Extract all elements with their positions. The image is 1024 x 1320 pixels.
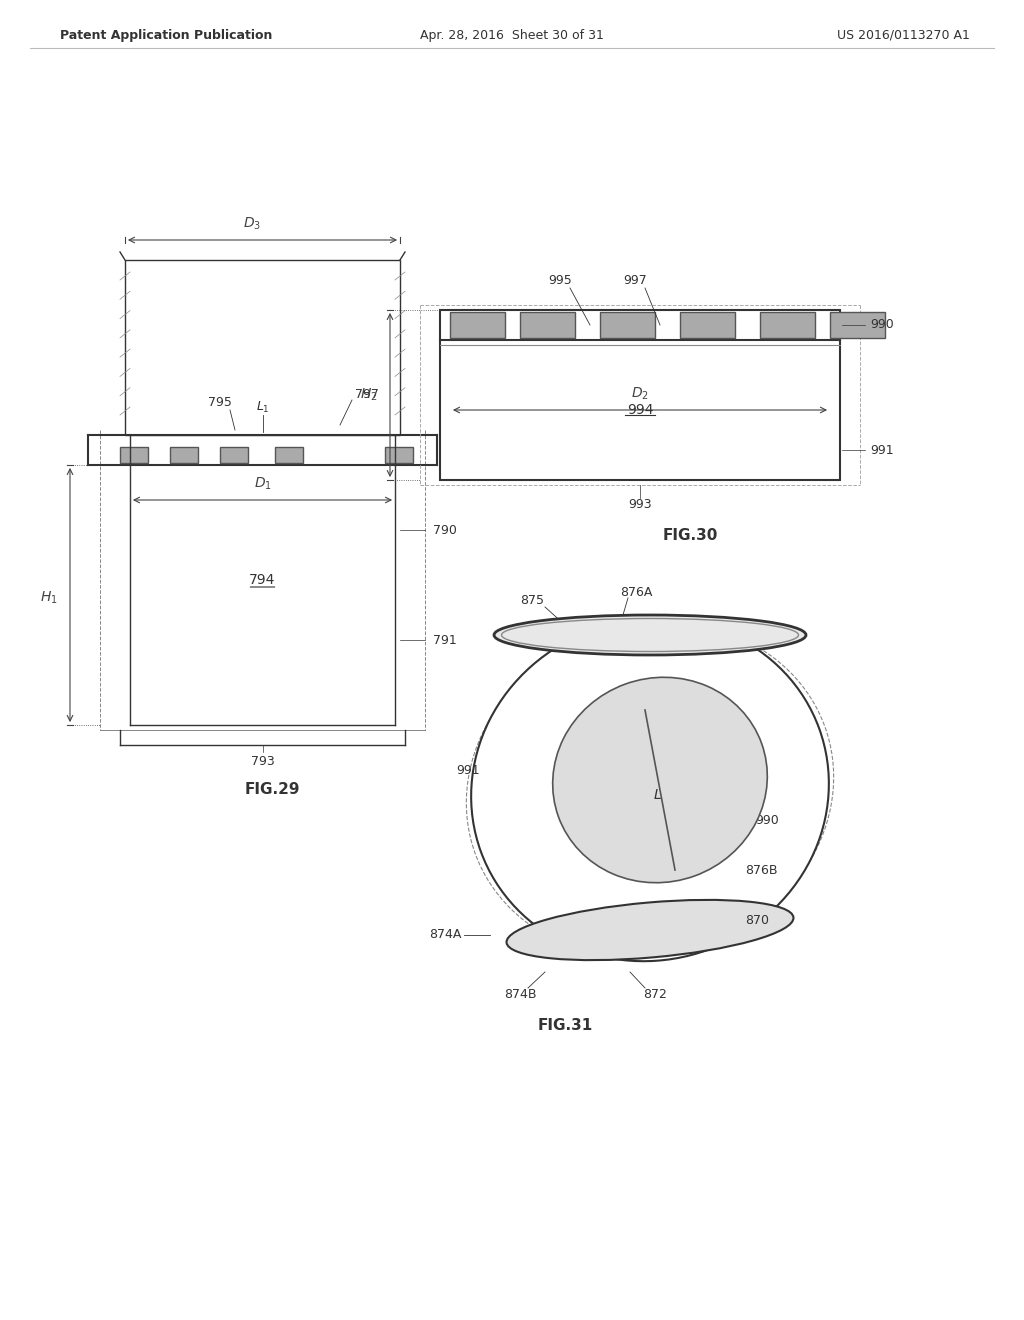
Ellipse shape [471, 619, 828, 961]
Text: 877: 877 [756, 628, 780, 642]
Text: 994: 994 [627, 403, 653, 417]
Text: US 2016/0113270 A1: US 2016/0113270 A1 [838, 29, 970, 41]
Text: 875: 875 [520, 594, 544, 606]
Text: L: L [654, 788, 662, 803]
Bar [120, 447, 148, 463]
Text: 797: 797 [355, 388, 379, 401]
Bar [760, 312, 815, 338]
Text: Apr. 28, 2016  Sheet 30 of 31: Apr. 28, 2016 Sheet 30 of 31 [420, 29, 604, 41]
Ellipse shape [553, 677, 767, 883]
Text: 991: 991 [870, 444, 894, 457]
Text: 993: 993 [628, 499, 652, 511]
Text: FIG.30: FIG.30 [663, 528, 718, 543]
Text: $H_2$: $H_2$ [360, 387, 378, 403]
Text: 995: 995 [548, 273, 571, 286]
Text: 991: 991 [457, 763, 480, 776]
Text: 794: 794 [249, 573, 275, 587]
Text: 790: 790 [433, 524, 457, 536]
Ellipse shape [507, 900, 794, 960]
Text: 876A: 876A [620, 586, 652, 598]
Text: $L_1$: $L_1$ [256, 400, 270, 414]
Bar [125, 260, 400, 436]
Text: 791: 791 [433, 634, 457, 647]
Text: 793: 793 [251, 755, 274, 768]
Text: $D_1$: $D_1$ [254, 475, 271, 492]
Text: Patent Application Publication: Patent Application Publication [60, 29, 272, 41]
Text: 990: 990 [870, 318, 894, 331]
Text: 997: 997 [624, 273, 647, 286]
Text: 994: 994 [710, 723, 733, 737]
Text: FIG.29: FIG.29 [245, 783, 300, 797]
Bar [275, 447, 303, 463]
Text: $D_3$: $D_3$ [244, 215, 261, 232]
Ellipse shape [494, 615, 806, 655]
Bar [450, 312, 505, 338]
Text: 874B: 874B [504, 989, 537, 1002]
Text: 795: 795 [208, 396, 232, 409]
Text: 990: 990 [755, 813, 778, 826]
Text: FIG.31: FIG.31 [538, 1018, 593, 1032]
Bar [600, 312, 655, 338]
Bar [520, 312, 575, 338]
Text: 872: 872 [643, 989, 667, 1002]
Bar [440, 310, 840, 480]
Text: $H_1$: $H_1$ [40, 589, 58, 606]
Text: 870: 870 [745, 913, 769, 927]
Text: $D_2$: $D_2$ [631, 385, 649, 403]
Bar [170, 447, 198, 463]
Bar [830, 312, 885, 338]
Text: 874A: 874A [430, 928, 462, 941]
Bar [385, 447, 413, 463]
Bar [680, 312, 735, 338]
Text: 876B: 876B [745, 863, 777, 876]
Bar [220, 447, 248, 463]
